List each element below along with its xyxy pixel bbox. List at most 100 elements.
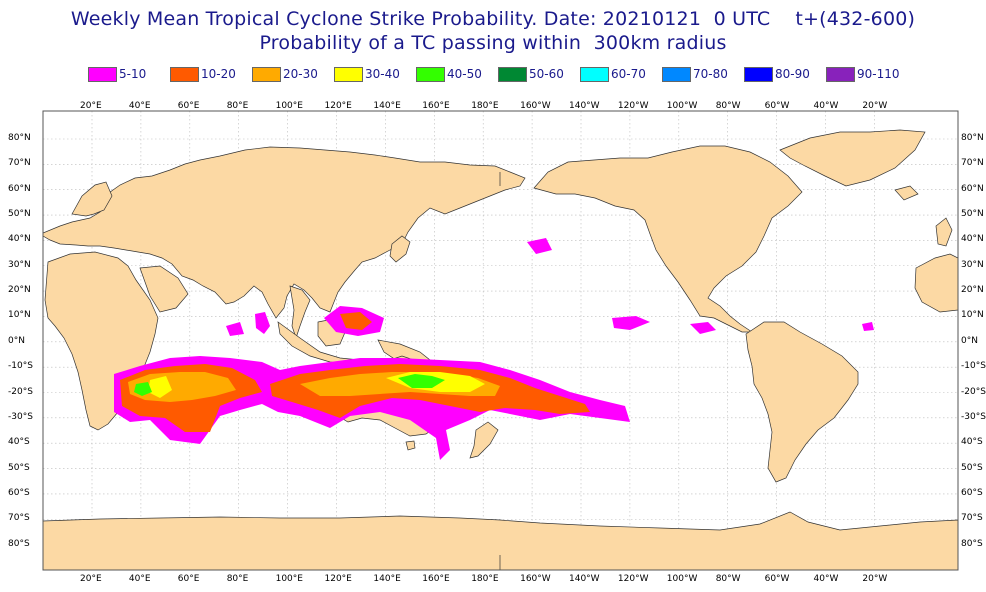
latitude-label: 10°N: [8, 310, 31, 321]
legend-swatch: [498, 67, 527, 82]
prob-area-5-10-central-america: [690, 322, 716, 334]
latitude-label: 70°S: [8, 513, 30, 524]
latitude-label: -30°S: [8, 411, 33, 422]
longitude-label: 100°E: [275, 574, 303, 584]
longitude-label: 160°W: [520, 574, 551, 584]
latitude-label: 60°S: [8, 487, 30, 498]
legend-swatch: [88, 67, 117, 82]
latitude-label: 70°N: [8, 158, 31, 169]
latitude-label: 80°N: [8, 133, 31, 143]
legend-swatch: [170, 67, 199, 82]
prob-area-5-10-atlantic: [862, 322, 874, 331]
uk: [935, 217, 953, 247]
legend-label: 80-90: [775, 67, 810, 81]
legend-swatch: [826, 67, 855, 82]
latitude-label: 20°N: [961, 285, 984, 296]
latitude-label: 60°N: [8, 183, 31, 194]
latitude-label: 0°N: [8, 335, 25, 346]
legend-label: 30-40: [365, 67, 400, 81]
longitude-label: 80°E: [226, 574, 249, 584]
prob-area-40-50-coral-sea: [398, 374, 445, 388]
legend-swatch: [662, 67, 691, 82]
latitude-label: 10°N: [961, 310, 984, 321]
latitude-label: -30°S: [961, 411, 986, 422]
longitude-label: 160°E: [422, 101, 450, 111]
strike-probability-fields: [114, 238, 874, 460]
longitude-label: 180°E: [471, 574, 499, 584]
legend-label: 20-30: [283, 67, 318, 81]
latitude-label: 30°N: [961, 259, 984, 270]
map-subtitle: Probability of a TC passing within 300km…: [259, 32, 727, 54]
longitude-label: 20°E: [80, 101, 102, 111]
longitude-label: 140°E: [373, 101, 401, 111]
longitude-label: 60°E: [177, 101, 200, 111]
latitude-label: 70°N: [961, 158, 984, 169]
indochina: [289, 285, 311, 340]
latitude-label: 0°N: [961, 335, 978, 346]
longitude-label: 100°E: [275, 101, 303, 111]
legend-swatch: [334, 67, 363, 82]
prob-area-10-20-philippines: [340, 312, 372, 330]
prob-area-40-50-mozambique: [134, 382, 152, 396]
latitude-label: 80°S: [961, 538, 983, 549]
longitude-label: 60°E: [177, 574, 200, 584]
prob-area-5-10-arabian-sea: [226, 322, 244, 336]
latitude-label: 60°N: [961, 183, 984, 194]
latitude-label: 80°N: [961, 133, 984, 143]
latitude-label: 20°N: [8, 285, 31, 296]
legend-label: 40-50: [447, 67, 482, 81]
iceland: [894, 185, 919, 201]
longitude-label: 40°E: [128, 574, 151, 584]
latitude-label: 40°N: [8, 234, 31, 245]
longitude-label: 120°W: [617, 101, 649, 111]
tasmania: [405, 440, 416, 451]
legend-label: 90-110: [857, 67, 900, 81]
longitude-label: 120°W: [617, 574, 649, 584]
prob-area-30-40-madagascar: [148, 376, 172, 398]
arabia: [139, 265, 189, 313]
longitude-label: 20°E: [80, 574, 102, 584]
map-title: Weekly Mean Tropical Cyclone Strike Prob…: [70, 8, 916, 30]
latitude-label: 40°S: [961, 437, 983, 448]
longitude-label: 120°E: [324, 101, 352, 111]
longitude-label: 160°W: [520, 101, 551, 111]
latitude-label: -20°S: [961, 386, 986, 397]
japan: [389, 235, 411, 263]
longitude-label: 140°W: [569, 574, 600, 584]
antarctica: [43, 511, 958, 570]
longitude-label: 20°W: [862, 101, 888, 111]
longitude-label: 40°W: [813, 101, 839, 111]
legend-label: 5-10: [119, 67, 147, 81]
longitude-label: 20°W: [862, 574, 888, 584]
longitude-label: 100°W: [666, 574, 698, 584]
legend-swatch: [744, 67, 773, 82]
latitude-label: 60°S: [961, 487, 983, 498]
latitude-label: 50°S: [961, 462, 983, 473]
latitude-label: -20°S: [8, 386, 33, 397]
legend-label: 50-60: [529, 67, 564, 81]
map-frame: [42, 110, 959, 571]
longitude-label: 180°E: [471, 101, 499, 111]
prob-area-5-10-east-pacific: [612, 316, 650, 330]
longitude-label: 100°W: [666, 101, 698, 111]
longitude-label: 80°E: [226, 101, 249, 111]
longitude-label: 140°E: [373, 574, 401, 584]
prob-area-5-10-north-pacific: [527, 238, 552, 254]
greenland: [779, 129, 926, 187]
legend-swatch: [416, 67, 445, 82]
latitude-label: 50°S: [8, 462, 30, 473]
longitude-label: 60°W: [764, 101, 790, 111]
legend-label: 70-80: [693, 67, 728, 81]
latitude-label: 30°N: [8, 259, 31, 270]
longitude-label: 160°E: [422, 574, 450, 584]
latitude-label: 40°N: [961, 234, 984, 245]
europe-west: [914, 253, 958, 313]
latitude-label: -10°S: [8, 361, 33, 372]
latitude-label: 40°S: [8, 437, 30, 448]
longitude-label: 40°E: [128, 101, 151, 111]
legend-swatch: [580, 67, 609, 82]
longitude-label: 80°W: [715, 101, 741, 111]
latitude-label: 50°N: [8, 209, 31, 220]
latitude-label: 70°S: [961, 513, 983, 524]
